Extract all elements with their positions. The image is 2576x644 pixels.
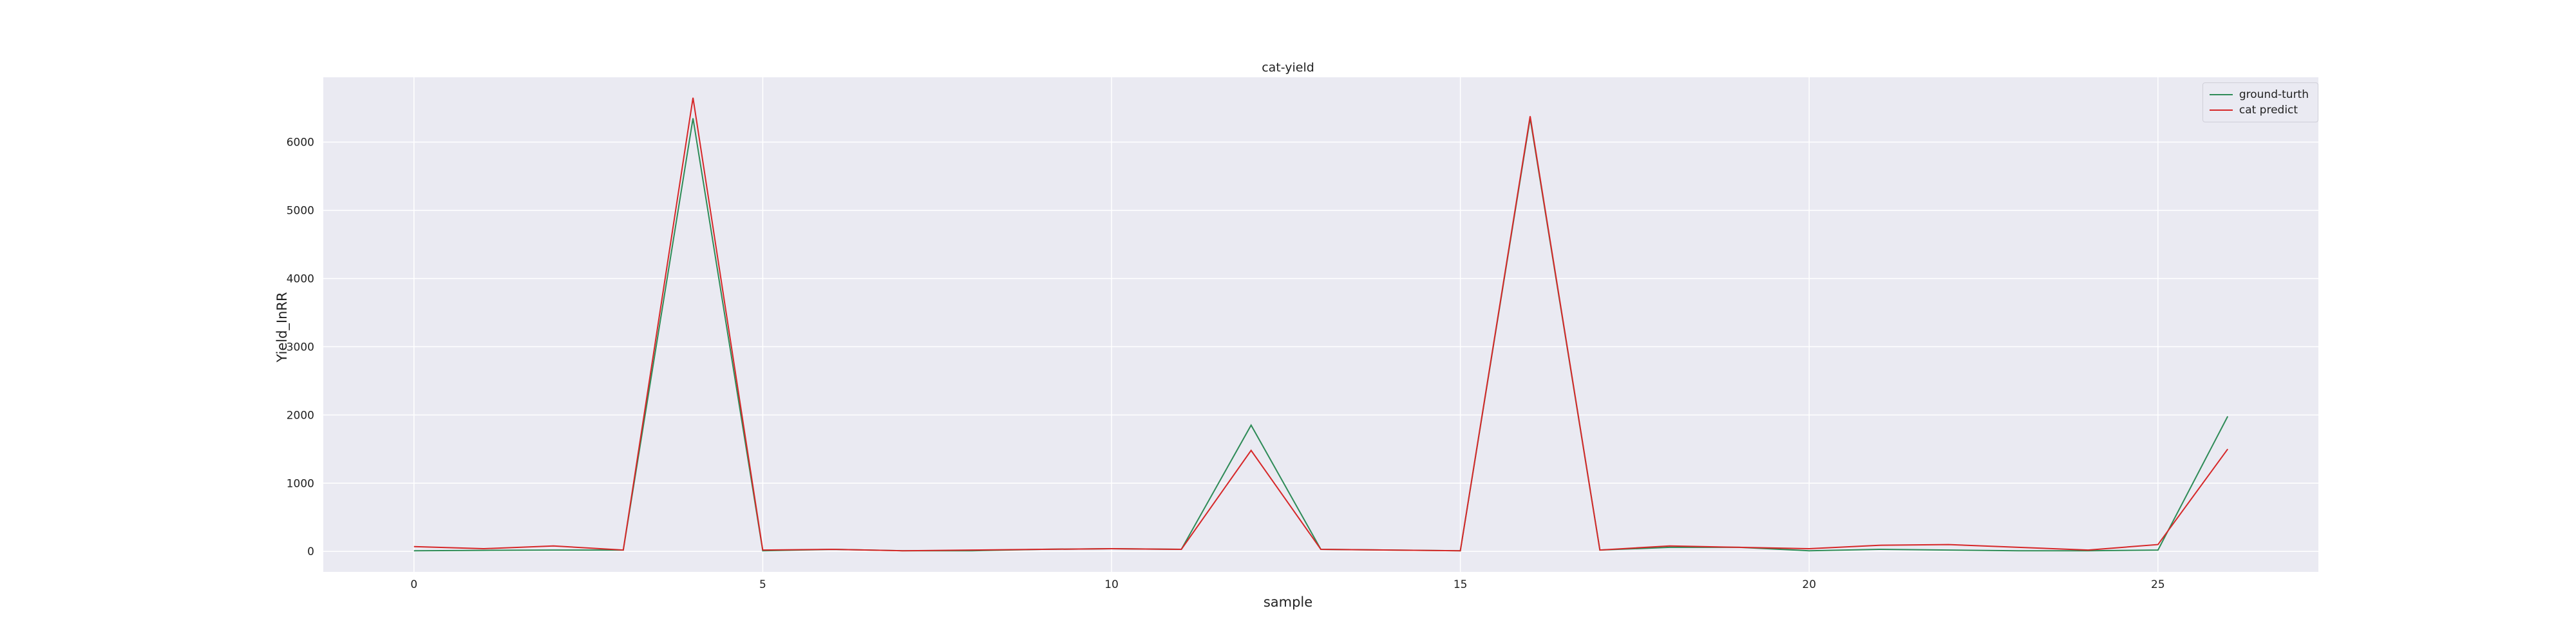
chart-title: cat-yield [1262, 61, 1314, 75]
legend-label: ground-turth [2239, 88, 2309, 101]
x-axis-label: sample [1263, 594, 1313, 610]
y-tick-label: 6000 [287, 137, 314, 149]
legend-item-cat-predict: cat predict [2209, 102, 2309, 118]
y-tick-labels: 0 1000 2000 3000 4000 5000 6000 [287, 137, 314, 559]
legend-item-ground-truth: ground-turth [2209, 87, 2309, 102]
y-tick-label: 0 [307, 545, 314, 558]
y-tick-label: 3000 [287, 341, 314, 354]
y-tick-label: 4000 [287, 272, 314, 285]
y-tick-label: 2000 [287, 409, 314, 422]
legend: ground-turth cat predict [2202, 82, 2318, 122]
legend-swatch [2209, 94, 2233, 95]
x-tick-label: 5 [759, 578, 766, 591]
x-tick-label: 0 [410, 578, 417, 591]
series-line-1 [413, 97, 2229, 552]
y-tick-label: 1000 [287, 477, 314, 490]
plot-background [323, 77, 2318, 572]
x-tick-labels: 0 5 10 15 20 25 [410, 578, 2164, 591]
legend-label: cat predict [2239, 104, 2298, 117]
x-tick-label: 15 [1454, 578, 1468, 591]
legend-swatch [2209, 109, 2233, 111]
x-tick-label: 20 [1802, 578, 1816, 591]
x-tick-label: 25 [2151, 578, 2165, 591]
series-lines [413, 97, 2229, 552]
x-tick-label: 10 [1104, 578, 1119, 591]
y-tick-label: 5000 [287, 205, 314, 218]
